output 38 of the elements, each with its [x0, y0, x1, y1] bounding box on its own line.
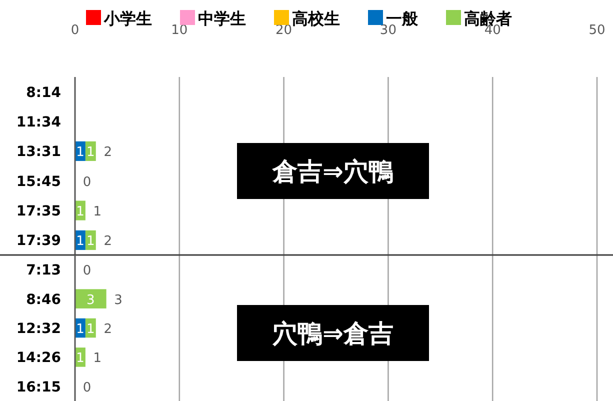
- data-label: 1: [86, 322, 95, 337]
- data-label: 1: [76, 145, 84, 160]
- y-tick-label: 8:46: [26, 292, 61, 308]
- y-tick-label: 13:31: [16, 144, 61, 160]
- y-tick-label: 17:39: [16, 233, 61, 250]
- data-label: 1: [76, 322, 84, 337]
- y-tick-label: 8:14: [26, 84, 62, 101]
- legend-label: 高齢者: [464, 9, 512, 28]
- y-tick-label: 11:34: [16, 114, 62, 130]
- x-tick-label: 0: [70, 23, 80, 38]
- data-label: 1: [86, 145, 95, 160]
- total-label: 2: [104, 322, 112, 337]
- y-tick-label: 15:45: [16, 174, 61, 190]
- annotation: 倉吉⇒穴鴨: [272, 157, 394, 186]
- y-tick-label: 7:13: [26, 262, 61, 279]
- x-tick-label: 10: [171, 23, 188, 38]
- legend-label: 高校生: [292, 9, 340, 28]
- data-label: 3: [86, 292, 95, 308]
- data-label: 1: [76, 234, 84, 250]
- legend-label: 中学生: [198, 9, 246, 28]
- total-label: 0: [82, 174, 92, 190]
- x-tick-label: 50: [588, 23, 606, 38]
- total-label: 2: [104, 234, 112, 250]
- data-label: 1: [86, 234, 95, 250]
- y-tick-label: 14:26: [16, 350, 61, 366]
- data-label: 1: [76, 351, 84, 366]
- total-label: 0: [82, 380, 92, 396]
- legend-label: 小学生: [103, 9, 152, 28]
- y-tick-label: 16:15: [16, 379, 61, 396]
- total-label: 3: [114, 292, 122, 308]
- y-tick-label: 17:35: [16, 204, 61, 220]
- data-label: 1: [76, 204, 84, 220]
- annotation: 穴鴨⇒倉吉: [272, 319, 394, 348]
- total-label: 1: [93, 351, 102, 366]
- total-label: 0: [82, 264, 92, 279]
- y-tick-label: 12:32: [16, 321, 61, 337]
- total-label: 1: [93, 204, 102, 220]
- total-label: 2: [104, 145, 112, 160]
